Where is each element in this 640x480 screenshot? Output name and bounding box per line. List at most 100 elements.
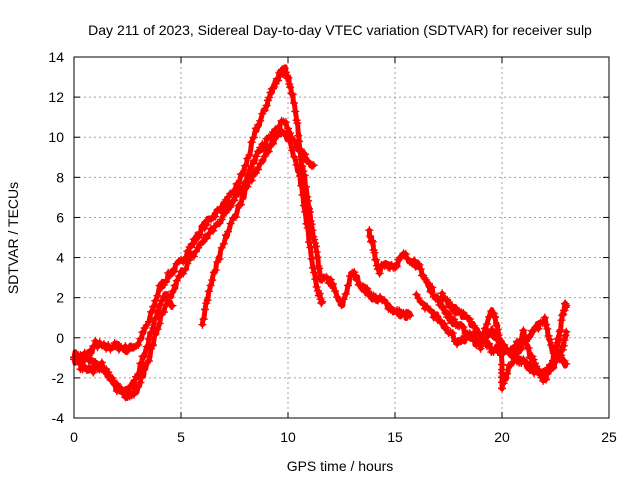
data-point-marker [470,336,479,345]
data-point-marker [136,378,145,387]
data-point-marker [196,230,205,239]
data-point-marker [503,369,512,378]
data-point-marker [426,287,435,296]
y-tick-label: 14 [48,49,64,65]
data-point-marker [147,307,156,316]
data-point-marker [465,315,474,324]
data-point-marker [179,269,188,278]
x-tick-label: 15 [387,429,403,445]
data-point-marker [299,201,308,210]
data-point-marker [202,220,211,229]
y-tick-label: -4 [52,410,65,426]
data-point-marker [91,336,100,345]
data-point-marker [231,212,240,221]
data-point-marker [170,281,179,290]
data-point-marker [476,344,485,353]
data-point-marker [470,321,479,330]
data-point-marker [289,99,298,108]
data-point-marker [489,309,498,318]
data-point-marker [129,390,138,399]
data-point-marker [442,323,451,332]
data-point-marker [104,368,113,377]
data-point-marker [140,352,149,361]
data-point-marker [162,277,171,286]
data-point-marker [153,291,162,300]
data-point-marker [352,275,361,284]
data-point-marker [368,237,377,246]
data-point-marker [307,254,316,263]
data-point-marker [200,305,209,314]
data-point-marker [554,336,563,345]
data-point-marker [162,291,171,300]
data-point-marker [367,236,376,245]
data-point-marker [295,171,304,180]
data-point-marker [254,165,263,174]
data-point-marker [544,366,553,375]
data-point-marker [117,384,126,393]
data-point-marker [322,272,331,281]
data-point-marker [241,161,250,170]
data-point-marker [317,299,326,308]
data-point-marker [533,367,542,376]
data-point-marker [396,253,405,262]
data-point-marker [308,263,317,272]
data-point-marker [318,297,327,306]
data-point-marker [494,331,503,340]
data-point-marker [262,101,271,110]
data-point-marker [328,279,337,288]
data-point-marker [104,341,113,350]
series-track-7 [438,289,571,385]
data-point-marker [405,310,414,319]
data-point-marker [307,162,316,171]
data-point-marker [275,126,284,135]
data-point-marker [450,315,459,324]
data-point-marker [488,308,497,317]
data-point-marker [424,279,433,288]
data-point-marker [302,219,311,228]
data-point-marker [501,374,510,383]
data-point-marker [414,259,423,268]
data-point-marker [485,339,494,348]
data-point-marker [260,106,269,115]
data-point-marker [134,340,143,349]
data-point-marker [519,326,528,335]
data-point-marker [247,162,256,171]
data-point-marker [540,313,549,322]
data-point-marker [183,247,192,256]
data-point-marker [153,306,162,315]
data-point-marker [448,329,457,338]
data-point-marker [468,330,477,339]
data-point-marker [239,189,248,198]
data-point-marker [508,351,517,360]
data-point-marker [555,327,564,336]
data-point-marker [516,345,525,354]
data-point-marker [151,314,160,323]
data-point-marker [286,83,295,92]
data-point-marker [249,156,258,165]
data-point-marker [121,342,130,351]
data-point-marker [375,269,384,278]
data-point-marker [134,370,143,379]
data-point-marker [247,138,256,147]
data-point-marker [266,88,275,97]
data-point-marker [459,323,468,332]
data-point-marker [310,235,319,244]
data-point-marker [168,287,177,296]
data-point-marker [509,358,518,367]
data-point-marker [373,265,382,274]
data-point-marker [198,320,207,329]
data-point-marker [174,272,183,281]
data-point-marker [525,331,534,340]
data-point-marker [310,268,319,277]
data-point-marker [416,265,425,274]
data-point-marker [444,298,453,307]
data-point-marker [405,311,414,320]
data-point-marker [315,289,324,298]
data-point-marker [288,90,297,99]
data-point-marker [256,116,265,125]
data-point-marker [311,242,320,251]
y-tick-label: 6 [56,209,64,225]
series-track-3 [76,291,177,399]
data-point-marker [147,328,156,337]
data-point-marker [217,215,226,224]
